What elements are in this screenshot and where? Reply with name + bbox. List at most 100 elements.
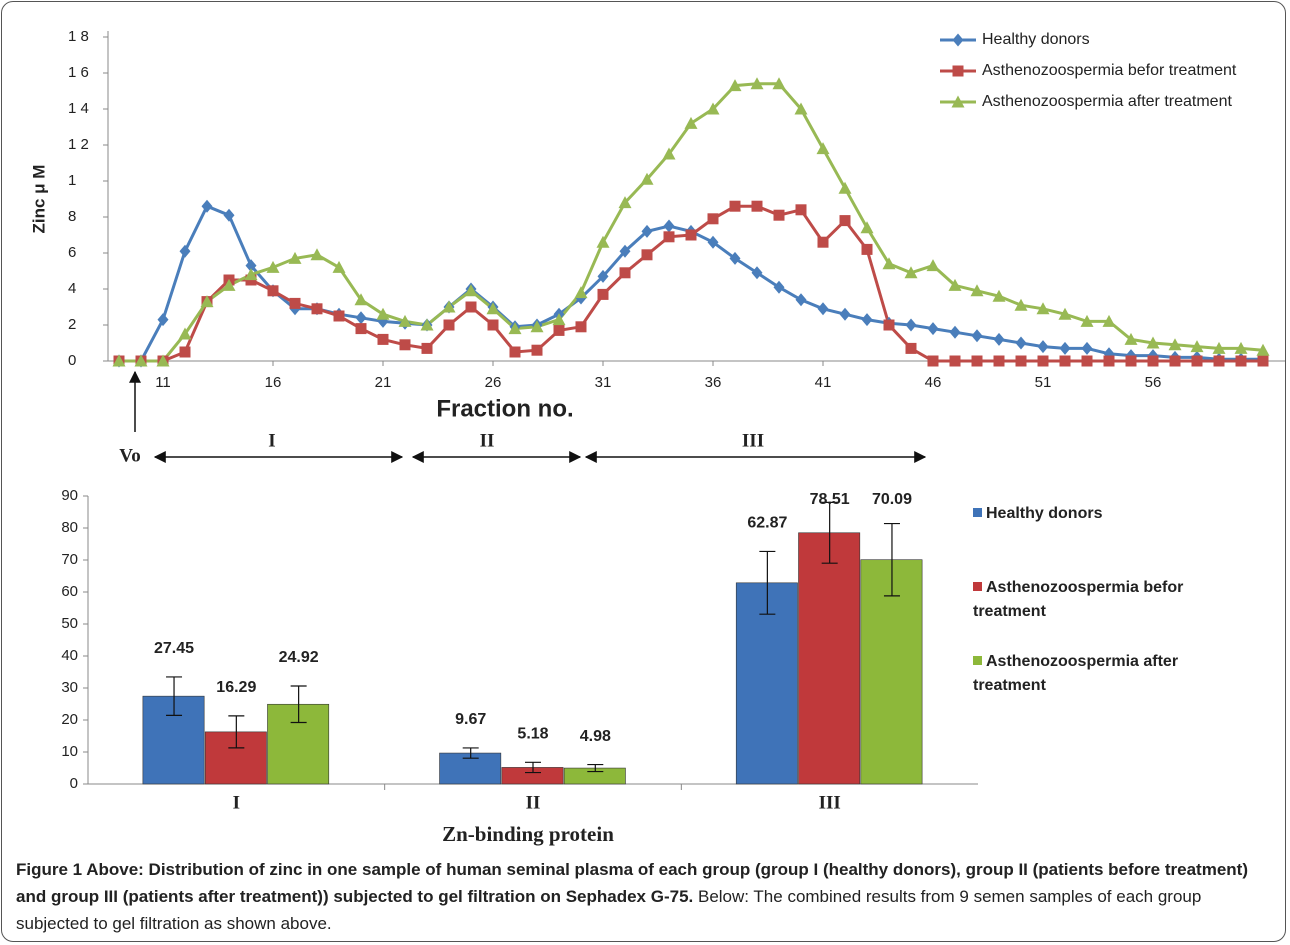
error-bar [290, 685, 307, 724]
data-point [926, 259, 940, 272]
data-point [531, 344, 543, 356]
data-point [883, 319, 895, 331]
legend-entry: Asthenozoospermia befor treatment [973, 576, 1203, 624]
data-point [288, 251, 302, 264]
value-label: 78.51 [810, 491, 850, 508]
data-point [332, 260, 346, 273]
x-tick-label: 21 [375, 374, 392, 391]
data-point [992, 289, 1006, 302]
y-tick-label: 2 [68, 316, 76, 333]
y-tick-label: 20 [61, 711, 78, 728]
region-label: I [268, 430, 275, 451]
data-point [729, 200, 741, 212]
data-point [1081, 341, 1093, 355]
x-tick-label: I [233, 792, 240, 813]
data-point [1212, 341, 1226, 354]
data-point [487, 319, 499, 331]
x-tick-label: II [526, 792, 541, 813]
data-point [376, 307, 390, 320]
data-point [464, 284, 478, 297]
data-point [751, 200, 763, 212]
data-point [421, 342, 433, 354]
data-point [1059, 355, 1071, 367]
data-point [1257, 355, 1269, 367]
data-point [179, 244, 191, 258]
data-point [839, 215, 851, 227]
error-bar [759, 550, 776, 615]
data-point [993, 332, 1005, 346]
data-point [465, 301, 477, 313]
y-tick-label: 4 [68, 280, 76, 297]
data-point [772, 77, 786, 90]
y-tick-label: 0 [70, 775, 78, 792]
value-label: 4.98 [580, 728, 611, 745]
y-tick-label: 6 [68, 244, 76, 261]
data-point [1256, 343, 1270, 356]
y-tick-label: 1 2 [68, 136, 89, 153]
data-point [420, 318, 434, 331]
data-point [597, 269, 609, 283]
data-point [949, 325, 961, 339]
y-axis-label: Zinc μ M [29, 165, 48, 234]
data-point [706, 102, 720, 115]
data-point [355, 323, 367, 335]
region-label: II [480, 430, 495, 451]
error-bar [883, 522, 900, 597]
data-point [948, 278, 962, 291]
data-point [817, 236, 829, 248]
data-point [354, 293, 368, 306]
data-point [707, 213, 719, 225]
data-point [201, 199, 213, 213]
y-tick-label: 30 [61, 679, 78, 696]
x-tick-label: III [819, 792, 841, 813]
bar [860, 559, 923, 785]
bar [798, 532, 861, 785]
x-tick-label: 41 [815, 374, 832, 391]
data-point [157, 313, 169, 327]
data-point [882, 257, 896, 270]
data-point [904, 266, 918, 279]
data-point [200, 295, 214, 308]
data-point [156, 354, 170, 367]
legend-label: Healthy donors [982, 31, 1090, 48]
data-point [1036, 302, 1050, 315]
data-point [1015, 355, 1027, 367]
data-point [817, 302, 829, 316]
data-point [244, 268, 258, 281]
error-bar [821, 501, 838, 564]
data-point [223, 208, 235, 222]
y-tick-label: 0 [68, 352, 76, 369]
legend-label: Asthenozoospermia befor treatment [973, 579, 1184, 620]
error-bar [166, 676, 183, 716]
data-point [795, 204, 807, 216]
y-tick-label: 50 [61, 615, 78, 632]
legend-entry: Asthenozoospermia after treatment [973, 650, 1203, 698]
data-point [993, 355, 1005, 367]
y-tick-label: 8 [68, 208, 76, 225]
legend-swatch [973, 656, 982, 665]
data-point [728, 79, 742, 92]
legend-swatch [973, 508, 982, 517]
y-tick-label: 10 [61, 743, 78, 760]
error-bar [462, 747, 479, 759]
y-tick-label: 40 [61, 647, 78, 664]
value-label: 62.87 [747, 515, 787, 532]
x-axis-label: Zn-binding protein [442, 822, 614, 846]
data-point [552, 313, 566, 326]
data-point [1235, 355, 1247, 367]
data-point [310, 248, 324, 261]
data-point [816, 142, 830, 155]
data-point [245, 259, 257, 273]
x-tick-label: 36 [705, 374, 722, 391]
data-point [971, 329, 983, 343]
legend-marker [951, 95, 965, 108]
data-point [773, 209, 785, 221]
region-label: III [742, 430, 764, 451]
value-label: 27.45 [154, 640, 194, 657]
data-point [641, 224, 653, 238]
legend-label: Asthenozoospermia after treatment [973, 653, 1179, 694]
legend-marker [952, 33, 964, 47]
data-point [795, 293, 807, 307]
data-point [1059, 341, 1071, 355]
